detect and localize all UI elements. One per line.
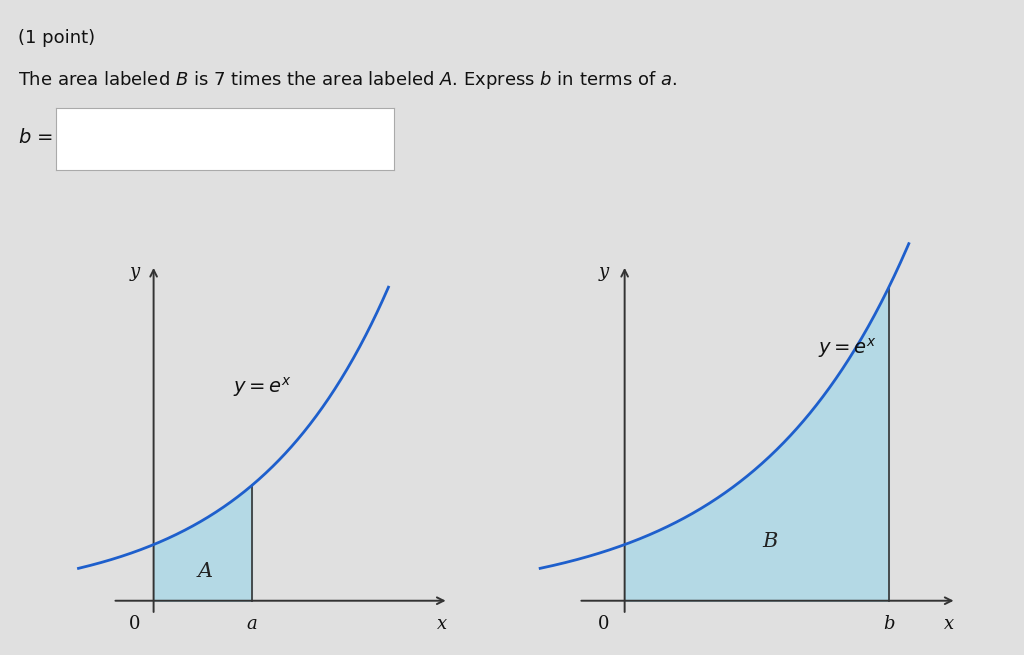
Text: a: a: [247, 615, 257, 633]
Text: b: b: [883, 615, 895, 633]
Text: B: B: [762, 532, 777, 551]
Text: 0: 0: [597, 615, 609, 633]
Text: A: A: [198, 562, 212, 581]
Text: x: x: [437, 615, 447, 633]
Text: $b$ =: $b$ =: [18, 128, 53, 147]
Text: (1 point): (1 point): [18, 29, 95, 47]
Text: 0: 0: [129, 615, 140, 633]
Text: $y = e^x$: $y = e^x$: [818, 336, 877, 360]
Text: y: y: [599, 263, 609, 281]
Text: y: y: [130, 263, 140, 281]
Text: The area labeled $B$ is 7 times the area labeled $A$. Express $b$ in terms of $a: The area labeled $B$ is 7 times the area…: [18, 69, 678, 91]
Text: x: x: [944, 615, 954, 633]
Text: $y = e^x$: $y = e^x$: [233, 375, 292, 400]
